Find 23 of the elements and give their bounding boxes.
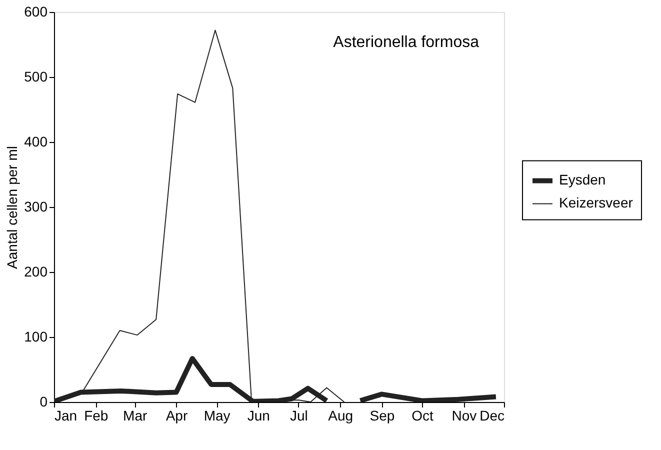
x-tick-label: Dec — [480, 408, 504, 424]
y-tick-label: 300 — [24, 198, 48, 214]
y-axis-title: Aantal cellen per ml — [4, 146, 20, 269]
x-tick-label: Feb — [84, 408, 108, 424]
y-tick-label: 200 — [24, 264, 48, 280]
x-tick-label: Aug — [328, 408, 354, 424]
text: Asterionella formosa — [333, 34, 480, 51]
y-tick-label: 500 — [24, 68, 48, 84]
y-tick-label: 600 — [24, 4, 48, 20]
x-tick-label: Mar — [123, 408, 148, 424]
x-tick-label: Nov — [452, 408, 477, 424]
y-tick-label: 0 — [40, 394, 48, 410]
legend-label: Eysden — [559, 172, 606, 188]
x-tick-label: Jan — [54, 408, 78, 424]
x-tick-label: Oct — [412, 408, 434, 424]
y-tick-label: 400 — [24, 134, 48, 150]
y-tick-label: 100 — [24, 328, 48, 344]
x-tick-label: Sep — [370, 408, 395, 424]
x-tick-label: Apr — [166, 408, 188, 424]
x-tick-label: May — [204, 408, 230, 424]
x-tick-label: Jun — [247, 408, 270, 424]
x-tick-label: Jul — [290, 408, 308, 424]
legend-label: Keizersveer — [559, 194, 634, 211]
